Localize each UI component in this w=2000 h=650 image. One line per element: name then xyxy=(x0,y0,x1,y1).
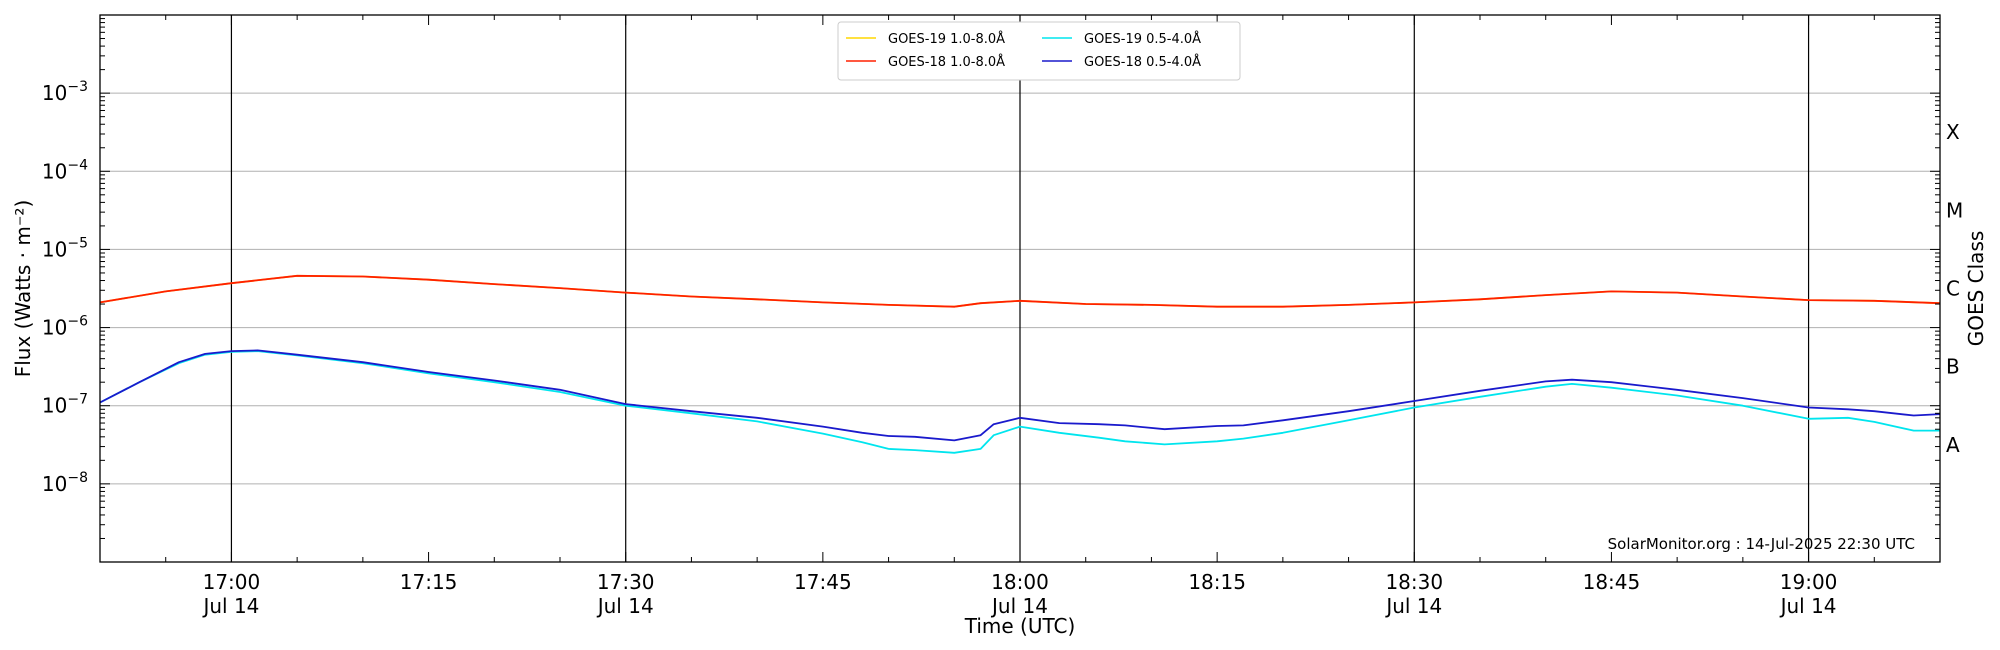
x-tick-sublabel: Jul 14 xyxy=(1384,594,1442,618)
x-tick-sublabel: Jul 14 xyxy=(201,594,259,618)
x-tick-label: 17:15 xyxy=(400,570,458,594)
series-layer xyxy=(99,274,1941,454)
x-tick-label: 18:00 xyxy=(991,570,1049,594)
x-tick-label: 18:45 xyxy=(1583,570,1641,594)
tick-layer xyxy=(99,15,1941,562)
y-tick-label: 10−4 xyxy=(42,157,88,183)
legend: GOES-19 1.0-8.0Å GOES-18 1.0-8.0Å GOES-19 … xyxy=(837,21,1241,81)
series-line xyxy=(99,350,1940,454)
x-tick-label: 18:30 xyxy=(1385,570,1443,594)
legend-box xyxy=(837,21,1241,81)
x-tick-sublabel: Jul 14 xyxy=(990,594,1048,618)
x-tick-label: 19:00 xyxy=(1780,570,1838,594)
x-tick-label: 17:00 xyxy=(203,570,261,594)
x-tick-sublabel: Jul 14 xyxy=(1779,594,1837,618)
credit-text: SolarMonitor.org : 14-Jul-2025 22:30 UTC xyxy=(1608,535,1915,553)
y-tick-label: 10−5 xyxy=(42,235,88,261)
legend-label: GOES-19 0.5-4.0Å xyxy=(1084,31,1201,47)
goes-class-axis-title: GOES Class xyxy=(1964,231,1988,347)
goes-class-label: B xyxy=(1946,355,1960,379)
series-line xyxy=(99,274,1941,308)
goes-class-label: C xyxy=(1946,277,1960,301)
y-axis-title: Flux (Watts · m⁻²) xyxy=(11,200,35,378)
x-tick-label: 18:15 xyxy=(1188,570,1246,594)
series-line xyxy=(99,349,1941,442)
goes-class-label: X xyxy=(1946,120,1960,144)
x-tick-label: 17:45 xyxy=(794,570,852,594)
y-tick-label: 10−8 xyxy=(42,470,88,496)
y-tick-label: 10−3 xyxy=(42,79,88,105)
y-tick-labels: 10−8 10−7 10−6 10−5 10−4 10−3 xyxy=(42,79,88,496)
goes-class-label: A xyxy=(1946,433,1960,457)
x-tick-sublabel: Jul 14 xyxy=(596,594,654,618)
vertical-time-lines xyxy=(230,15,1810,562)
y-tick-label: 10−6 xyxy=(42,314,88,340)
legend-label: GOES-18 1.0-8.0Å xyxy=(888,54,1005,70)
legend-label: GOES-18 0.5-4.0Å xyxy=(1084,54,1201,70)
x-tick-label: 17:30 xyxy=(597,570,655,594)
legend-label: GOES-19 1.0-8.0Å xyxy=(888,31,1005,47)
goes-class-labels: A B C M X xyxy=(1946,120,1963,457)
goes-class-label: M xyxy=(1946,198,1963,222)
x-axis-title: Time (UTC) xyxy=(964,614,1076,638)
y-tick-label: 10−7 xyxy=(42,392,88,418)
